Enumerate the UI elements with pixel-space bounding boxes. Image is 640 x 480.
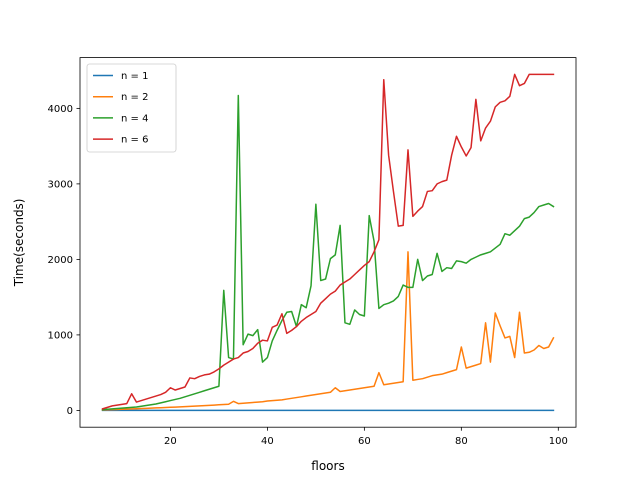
x-tick-label: 100 bbox=[549, 436, 568, 447]
legend-label-3: n = 4 bbox=[121, 113, 148, 124]
plot-frame bbox=[79, 57, 577, 428]
legend: n = 1 n = 2 n = 4 n = 6 bbox=[86, 63, 177, 153]
y-axis-ticks: 0 1000 2000 3000 4000 bbox=[48, 104, 80, 417]
legend-label-4: n = 6 bbox=[121, 135, 148, 146]
y-tick-label: 3000 bbox=[48, 179, 73, 190]
y-tick-label: 2000 bbox=[48, 255, 73, 266]
x-tick-label: 80 bbox=[455, 436, 468, 447]
legend-label-1: n = 1 bbox=[121, 71, 148, 82]
y-axis-title: Time(seconds) bbox=[12, 199, 26, 288]
series-line-2 bbox=[101, 251, 555, 411]
legend-label-2: n = 2 bbox=[121, 92, 148, 103]
x-tick-label: 20 bbox=[164, 436, 177, 447]
series-line-4 bbox=[101, 73, 555, 410]
legend-box bbox=[86, 63, 177, 153]
y-tick-label: 4000 bbox=[48, 104, 73, 115]
plot-lines bbox=[101, 73, 555, 412]
x-tick-label: 40 bbox=[261, 436, 274, 447]
x-tick-label: 60 bbox=[358, 436, 371, 447]
y-tick-label: 1000 bbox=[48, 330, 73, 341]
x-axis-title: floors bbox=[311, 459, 344, 473]
series-line-3 bbox=[101, 94, 555, 411]
y-tick-label: 0 bbox=[67, 406, 73, 417]
x-axis-ticks: 20 40 60 80 100 bbox=[164, 427, 568, 447]
